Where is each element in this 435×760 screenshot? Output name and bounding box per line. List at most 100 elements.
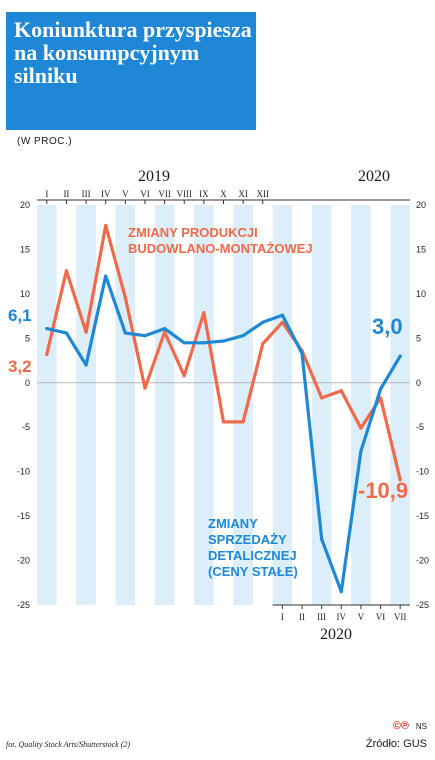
data-point [241, 334, 245, 338]
data-point [163, 330, 167, 334]
data-point [64, 269, 69, 273]
y-tick-label-right: 10 [416, 289, 426, 299]
data-point [221, 420, 226, 424]
data-point [221, 339, 226, 343]
series-line-0 [45, 223, 402, 482]
grid-stripe [154, 205, 175, 605]
y-tick-label-right: -10 [416, 467, 429, 477]
grid-stripe [390, 205, 410, 605]
y-tick-label-right: 0 [416, 378, 421, 388]
data-point [398, 354, 402, 358]
start-label-blue: 6,1 [8, 306, 32, 325]
page-title: Koniunktura przyspiesza na konsumpcyjnym… [14, 17, 252, 88]
data-point [123, 295, 127, 300]
grid-stripe [37, 205, 57, 605]
data-point [143, 386, 147, 390]
x-tick-label: VII [158, 189, 171, 199]
data-source: Źródło: GUS [365, 738, 427, 750]
grid-stripe [351, 205, 371, 605]
data-point [280, 313, 284, 317]
title-box: Koniunktura przyspiesza na konsumpcyjnym… [6, 12, 256, 130]
data-point [64, 331, 69, 335]
year-label-2019: 2019 [138, 168, 170, 185]
data-point [398, 478, 402, 482]
x-tick-label: X [220, 189, 227, 199]
x-tick-label: XII [257, 189, 270, 199]
start-label-orange: 3,2 [8, 357, 32, 376]
data-point [320, 537, 324, 541]
x-tick-label: III [82, 189, 91, 199]
data-point [280, 320, 284, 324]
data-point [45, 326, 49, 331]
data-point [84, 330, 88, 334]
data-point [84, 363, 88, 367]
x-tick-label: IV [337, 612, 347, 622]
grid-stripe [272, 205, 293, 605]
data-point [202, 310, 206, 315]
data-point [163, 326, 167, 331]
data-point [339, 389, 343, 393]
data-point [45, 352, 49, 356]
data-point [123, 331, 127, 335]
y-tick-label-right: 15 [416, 244, 426, 254]
data-point [182, 374, 186, 378]
y-tick-label-left: 10 [20, 289, 30, 299]
y-tick-label-left: -10 [17, 467, 30, 477]
y-tick-label-right: 5 [416, 333, 421, 343]
grid-stripe [76, 205, 96, 605]
x-tick-label: I [45, 189, 48, 199]
author-initials: NS [415, 722, 427, 731]
end-label-blue: 3,0 [372, 314, 403, 339]
data-point [320, 396, 324, 400]
y-tick-label-right: -25 [416, 600, 429, 610]
data-point [104, 223, 108, 228]
y-tick-label-left: 20 [20, 200, 30, 210]
data-point [104, 274, 108, 278]
y-tick-label-right: 20 [416, 200, 426, 210]
y-tick-label-left: -15 [17, 511, 30, 521]
x-tick-label: VI [376, 612, 386, 622]
data-point [359, 449, 363, 453]
y-tick-label-left: 5 [25, 333, 30, 343]
data-point [359, 426, 363, 430]
x-tick-label: III [317, 612, 326, 622]
data-point [182, 341, 186, 345]
x-tick-label: IX [199, 189, 209, 199]
data-point [339, 590, 343, 594]
photo-credit: fot. Quality Stock Arts/Shutterstock (2) [6, 740, 131, 749]
series-label-construction: ZMIANY PRODUKCJI BUDOWLANO-MONTAŻOWEJ [128, 225, 313, 256]
data-point [261, 320, 265, 324]
x-tick-label: IV [101, 189, 111, 199]
grid-stripe [115, 205, 136, 605]
x-tick-label: V [358, 612, 365, 622]
y-tick-label-left: 0 [25, 378, 30, 388]
x-tick-label: II [299, 612, 305, 622]
year-label-2020-top: 2020 [358, 168, 390, 185]
grid-stripe [311, 205, 332, 605]
series-label-retail: ZMIANY SPRZEDAŻY DETALICZNEJ (CENY STAŁE… [208, 516, 298, 579]
y-tick-label-left: 15 [20, 244, 30, 254]
end-label-orange: -10,9 [358, 478, 409, 503]
y-tick-label-left: -5 [22, 422, 30, 432]
x-tick-label: V [122, 189, 129, 199]
grid-stripe [233, 205, 253, 605]
x-tick-label: I [281, 612, 284, 622]
data-point [378, 387, 383, 391]
data-point [202, 341, 206, 345]
year-label-2020-bottom: 2020 [320, 626, 352, 643]
data-point [378, 396, 383, 400]
y-tick-label-left: -25 [17, 600, 30, 610]
data-point [143, 334, 147, 338]
x-tick-label: VI [140, 189, 150, 199]
y-tick-label-left: -20 [17, 556, 30, 566]
x-tick-label: VIII [176, 189, 192, 199]
x-tick-label: II [63, 189, 69, 199]
publisher-logo: ©℗ [392, 720, 409, 732]
chart-subtitle: (W PROC.) [17, 136, 73, 147]
x-tick-label: XI [238, 189, 248, 199]
x-tick-label: VII [394, 612, 407, 622]
data-point [241, 420, 245, 424]
y-tick-label-right: -15 [416, 511, 429, 521]
data-point [300, 351, 304, 356]
